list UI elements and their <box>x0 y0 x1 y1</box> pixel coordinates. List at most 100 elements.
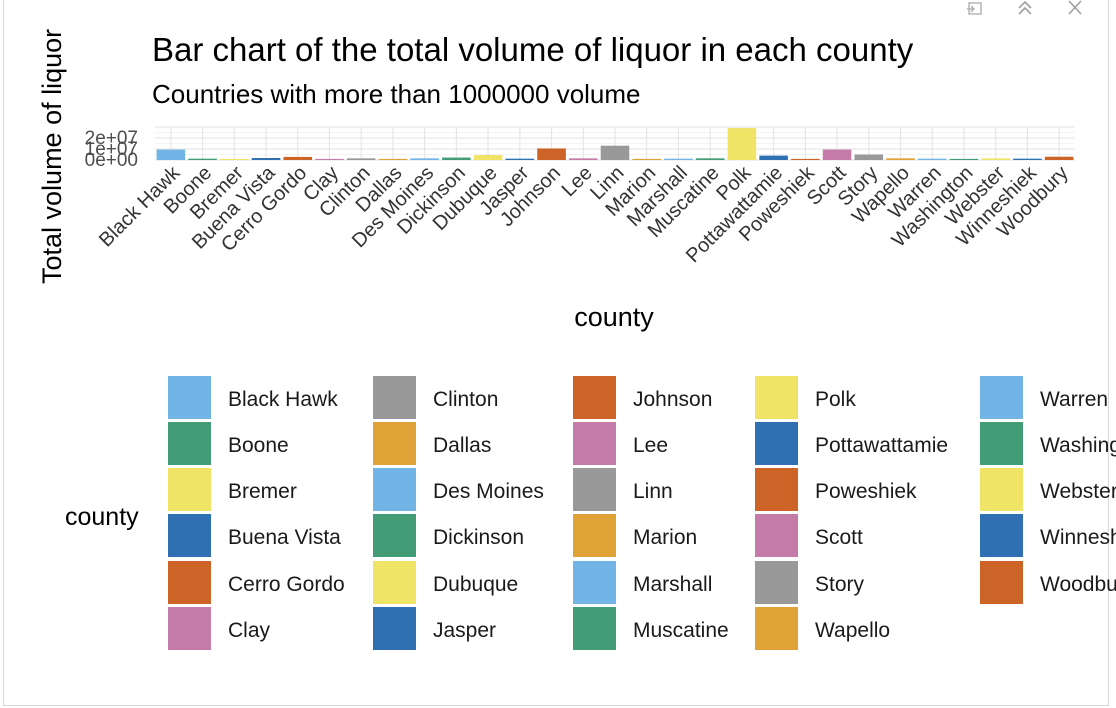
bar <box>854 154 884 160</box>
legend-item-label: Pottawattamie <box>815 434 948 457</box>
chart-subtitle: Countries with more than 1000000 volume <box>152 79 641 109</box>
legend-swatch <box>573 468 616 511</box>
legend-swatch <box>980 561 1023 604</box>
legend-swatch <box>373 561 416 604</box>
y-tick-label: 0e+00 <box>85 150 138 171</box>
bar <box>695 158 725 160</box>
legend-swatch <box>168 607 211 650</box>
bars <box>156 128 1074 160</box>
bar <box>981 158 1010 160</box>
legend-swatch <box>168 514 211 557</box>
y-tick-label: 1e+07 <box>85 139 138 160</box>
legend-swatch <box>980 376 1023 419</box>
bar <box>949 158 979 160</box>
bar <box>378 158 408 160</box>
bar <box>791 158 820 160</box>
bar <box>410 158 439 160</box>
legend-swatch <box>980 422 1023 465</box>
legend-item-label: Johnson <box>633 388 712 411</box>
legend-swatch <box>755 514 798 557</box>
collapse-icon[interactable] <box>1014 0 1036 16</box>
bar <box>505 158 535 160</box>
bar <box>569 158 598 160</box>
y-tick-label: 2e+07 <box>85 128 138 149</box>
chart-title: Bar chart of the total volume of liquor … <box>152 31 914 68</box>
viewer-toolbar <box>964 0 1086 16</box>
bar <box>886 158 915 160</box>
legend: Black Hawk Boone Bremer Buena Vista Cerro Go… <box>168 376 1116 650</box>
legend-item-label: Poweshiek <box>815 480 917 503</box>
legend-item-label: Warren <box>1040 388 1108 411</box>
legend-item-label: Wapello <box>815 619 890 642</box>
legend-item-label: Jasper <box>433 619 496 642</box>
legend-swatch <box>373 514 416 557</box>
bar <box>1044 156 1074 160</box>
legend-swatch <box>755 468 798 511</box>
bar <box>727 128 757 160</box>
legend-swatch <box>168 376 211 419</box>
legend-item-label: Dubuque <box>433 573 518 596</box>
legend-item-label: Lee <box>633 434 668 457</box>
legend-item-label: Linn <box>633 480 673 503</box>
legend-item-label: Buena Vista <box>228 526 341 549</box>
legend-item-label: Polk <box>815 388 856 411</box>
legend-item-label: Washington <box>1040 434 1116 457</box>
bar <box>537 148 566 160</box>
bar <box>251 158 281 160</box>
legend-swatch <box>573 514 616 557</box>
legend-swatch <box>168 468 211 511</box>
legend-item-label: Scott <box>815 526 863 549</box>
bar <box>600 145 630 160</box>
legend-swatch <box>980 468 1023 511</box>
close-icon[interactable] <box>1064 0 1086 16</box>
legend-swatch <box>573 561 616 604</box>
legend-item-label: Clay <box>228 619 271 642</box>
legend-item-label: Marion <box>633 526 697 549</box>
legend-item-label: Dallas <box>433 434 491 457</box>
legend-swatch <box>373 376 416 419</box>
bar <box>1013 158 1042 160</box>
legend-item-label: Boone <box>228 434 289 457</box>
bar <box>220 158 249 160</box>
legend-swatch <box>573 607 616 650</box>
bar <box>156 149 186 160</box>
bar <box>315 158 344 160</box>
bar <box>188 158 217 160</box>
legend-swatch <box>573 422 616 465</box>
legend-swatch <box>373 607 416 650</box>
legend-swatch <box>755 422 798 465</box>
legend-swatch <box>373 422 416 465</box>
legend-item-label: Bremer <box>228 480 297 503</box>
bar <box>283 156 313 160</box>
legend-swatch <box>373 468 416 511</box>
bar <box>632 158 661 160</box>
x-axis-label: county <box>574 302 654 332</box>
bar <box>759 155 788 160</box>
legend-title: county <box>65 503 139 531</box>
legend-item-label: Black Hawk <box>228 388 338 411</box>
legend-swatch <box>168 422 211 465</box>
x-tick-label: Lee <box>558 162 597 201</box>
legend-item-label: Clinton <box>433 388 498 411</box>
legend-item-label: Dickinson <box>433 526 524 549</box>
export-icon[interactable] <box>964 0 986 16</box>
bar <box>442 157 471 160</box>
legend-swatch <box>755 607 798 650</box>
legend-item-label: Muscatine <box>633 619 729 642</box>
bar <box>822 149 852 160</box>
legend-item-label: Cerro Gordo <box>228 573 345 596</box>
legend-item-label: Marshall <box>633 573 712 596</box>
bar <box>346 158 376 160</box>
legend-swatch <box>573 376 616 419</box>
legend-swatch <box>980 514 1023 557</box>
legend-item-label: Story <box>815 573 865 596</box>
plot-viewer-frame <box>3 0 1109 706</box>
legend-item-label: Winneshiek <box>1040 526 1116 549</box>
legend-item-label: Des Moines <box>433 480 544 503</box>
bar <box>917 158 947 160</box>
legend-swatch <box>755 376 798 419</box>
legend-item-label: Woodbury <box>1040 573 1116 596</box>
